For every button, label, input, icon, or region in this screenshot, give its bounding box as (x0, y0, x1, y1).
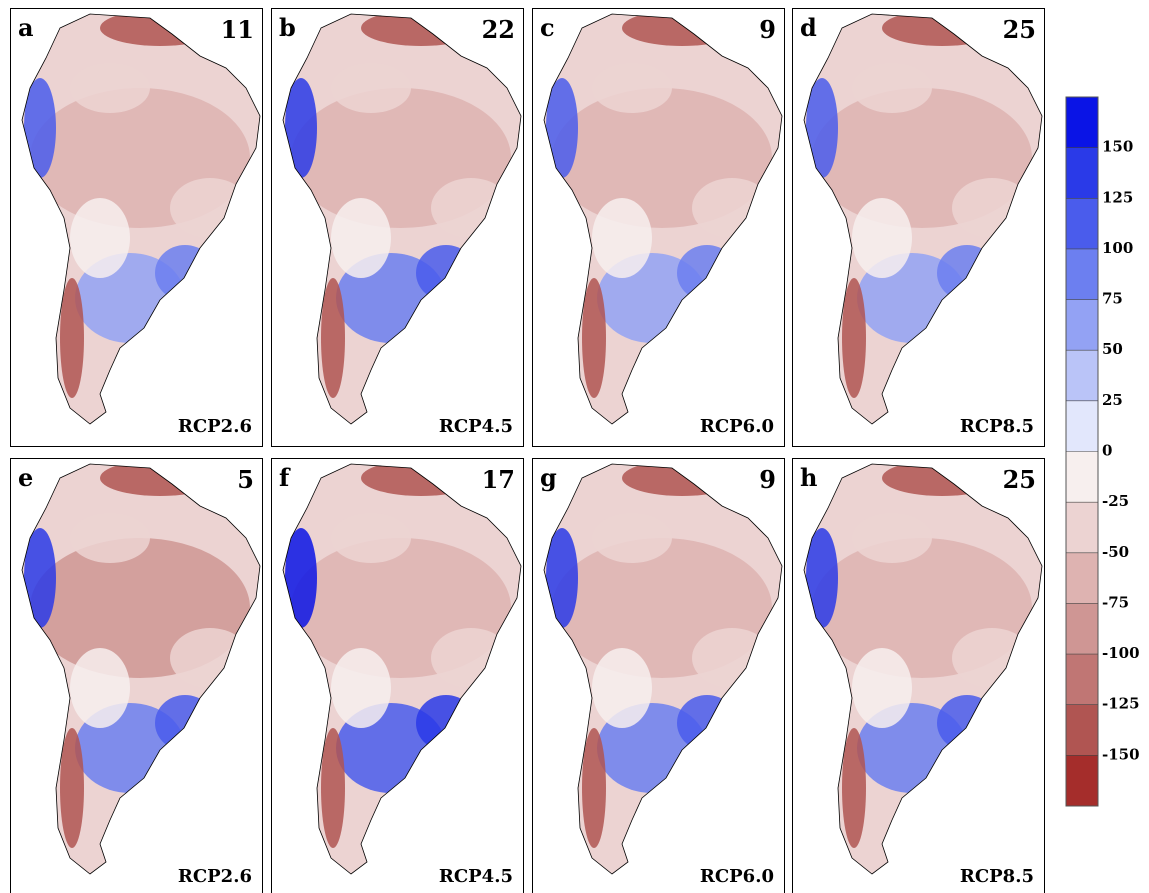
panel-value: 25 (1003, 15, 1036, 44)
colorbar-label: -50 (1102, 543, 1129, 561)
anomaly-patch (852, 648, 912, 728)
anomaly-patch (852, 513, 932, 563)
colorbar-bin (1066, 755, 1098, 807)
panel-letter: f (279, 463, 291, 492)
anomaly-patch (331, 63, 411, 113)
panel-value: 9 (759, 465, 776, 494)
anomaly-patch (852, 63, 932, 113)
anomaly-patch (331, 198, 391, 278)
anomaly-patch (852, 198, 912, 278)
anomaly-patch (592, 198, 652, 278)
colorbar-label: -75 (1102, 593, 1129, 611)
anomaly-patch (331, 648, 391, 728)
colorbar-label: 75 (1102, 290, 1123, 308)
colorbar-bin (1066, 451, 1098, 503)
panel-letter: b (279, 13, 296, 42)
panel-letter: e (18, 463, 33, 492)
anomaly-patch (592, 648, 652, 728)
scenario-label: RCP4.5 (439, 416, 513, 437)
panel-letter: g (540, 463, 557, 492)
anomaly-patch (546, 528, 578, 628)
anomaly-patch (60, 728, 84, 848)
scenario-label: RCP8.5 (960, 416, 1034, 437)
anomaly-patch (285, 78, 317, 178)
map-panel: c 9 RCP6.0 (532, 8, 785, 447)
colorbar-label: -25 (1102, 492, 1129, 510)
colorbar-bin (1066, 198, 1098, 250)
colorbar-bin (1066, 552, 1098, 604)
panel-letter: d (800, 13, 817, 42)
anomaly-patch (70, 513, 150, 563)
scenario-label: RCP6.0 (700, 866, 774, 887)
anomaly-patch (592, 63, 672, 113)
colorbar-label: 25 (1102, 391, 1123, 409)
anomaly-patch (24, 528, 56, 628)
colorbar-bin (1066, 350, 1098, 402)
colorbar-bin (1066, 299, 1098, 351)
anomaly-patch (806, 528, 838, 628)
colorbar-bin (1066, 704, 1098, 756)
scenario-label: RCP2.6 (178, 416, 252, 437)
colorbar-bin (1066, 603, 1098, 655)
colorbar-label: 50 (1102, 340, 1123, 358)
panel-value: 25 (1003, 465, 1036, 494)
anomaly-patch (546, 78, 578, 178)
map-panel: b 22 RCP4.5 (271, 8, 524, 447)
colorbar-label: 0 (1102, 442, 1112, 460)
anomaly-patch (285, 528, 317, 628)
panel-value: 11 (221, 15, 254, 44)
panel-value: 9 (759, 15, 776, 44)
map-panel: g 9 RCP6.0 (532, 458, 785, 893)
anomaly-patch (24, 78, 56, 178)
anomaly-patch (70, 648, 130, 728)
anomaly-field (24, 464, 250, 848)
anomaly-patch (592, 513, 672, 563)
anomaly-patch (331, 513, 411, 563)
anomaly-patch (321, 278, 345, 398)
panel-letter: h (800, 463, 817, 492)
colorbar-bin (1066, 502, 1098, 554)
panel-value: 22 (482, 15, 515, 44)
anomaly-patch (582, 728, 606, 848)
anomaly-patch (70, 198, 130, 278)
scenario-label: RCP8.5 (960, 866, 1034, 887)
colorbar-label: -125 (1102, 695, 1140, 713)
colorbar-bin (1066, 400, 1098, 452)
map-panel: f 17 RCP4.5 (271, 458, 524, 893)
anomaly-patch (582, 278, 606, 398)
anomaly-field (806, 14, 1032, 398)
colorbar-label: -150 (1102, 745, 1140, 763)
anomaly-patch (60, 278, 84, 398)
scenario-label: RCP6.0 (700, 416, 774, 437)
colorbar-label: 150 (1102, 138, 1133, 156)
anomaly-patch (842, 728, 866, 848)
scenario-label: RCP2.6 (178, 866, 252, 887)
colorbar-label: 125 (1102, 188, 1133, 206)
panel-value: 17 (482, 465, 515, 494)
panel-letter: a (18, 13, 34, 42)
anomaly-patch (321, 728, 345, 848)
colorbar-bin (1066, 97, 1098, 149)
colorbar-label: -100 (1102, 644, 1140, 662)
panel-value: 5 (237, 465, 254, 494)
colorbar-bin (1066, 654, 1098, 706)
anomaly-patch (842, 278, 866, 398)
colorbar-bin (1066, 147, 1098, 199)
map-panel: e 5 RCP2.6 (10, 458, 263, 893)
map-panel: h 25 RCP8.5 (792, 458, 1045, 893)
scenario-label: RCP4.5 (439, 866, 513, 887)
anomaly-patch (806, 78, 838, 178)
panel-letter: c (540, 13, 555, 42)
colorbar-label: 100 (1102, 239, 1133, 257)
colorbar: 150 125 100 75 50 25 0 -25 -50 -75 -100 -125 -150 (1065, 96, 1140, 807)
map-panel: d 25 RCP8.5 (792, 8, 1045, 447)
map-panel: a 11 RCP2.6 (10, 8, 263, 447)
colorbar-bin (1066, 248, 1098, 301)
anomaly-patch (70, 63, 150, 113)
